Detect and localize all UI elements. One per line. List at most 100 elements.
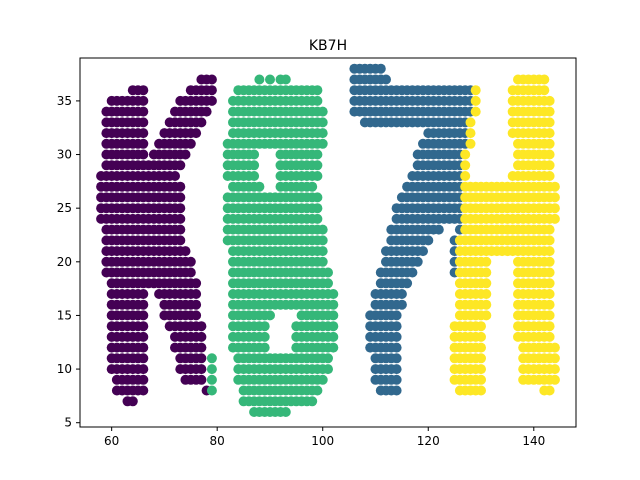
data-point — [544, 310, 555, 321]
data-point — [396, 289, 407, 299]
data-point — [423, 235, 434, 246]
data-point — [544, 331, 555, 342]
data-point — [328, 299, 339, 310]
series-0 — [96, 74, 217, 407]
data-point — [196, 364, 207, 375]
data-point — [312, 149, 323, 160]
data-point — [175, 213, 186, 224]
data-point — [317, 246, 328, 257]
data-point — [328, 289, 339, 299]
data-point — [312, 385, 323, 396]
data-point — [138, 364, 149, 375]
data-point — [312, 160, 323, 171]
data-point — [470, 85, 481, 96]
data-point — [265, 310, 275, 321]
data-point — [185, 256, 196, 267]
data-point — [328, 310, 339, 321]
data-point — [539, 85, 550, 96]
data-point — [138, 289, 149, 299]
data-point — [323, 278, 333, 289]
data-point — [328, 331, 339, 342]
data-point — [280, 74, 291, 85]
data-point — [249, 160, 260, 171]
data-point — [549, 181, 560, 192]
data-point — [544, 160, 555, 171]
data-point — [317, 235, 328, 246]
data-point — [138, 128, 149, 139]
data-point — [138, 138, 149, 149]
data-point — [196, 374, 207, 385]
data-point — [402, 278, 413, 289]
data-point — [544, 149, 555, 160]
data-point — [481, 278, 492, 289]
data-point — [549, 353, 560, 364]
data-point — [476, 342, 486, 353]
data-point — [396, 299, 407, 310]
data-point — [196, 117, 207, 128]
data-point — [476, 353, 486, 364]
data-point — [138, 374, 149, 385]
data-point — [481, 256, 492, 267]
data-point — [381, 74, 391, 85]
data-point — [317, 256, 328, 267]
data-point — [138, 342, 149, 353]
data-point — [206, 74, 217, 85]
data-point — [196, 342, 207, 353]
data-point — [476, 321, 486, 332]
data-point — [460, 149, 471, 160]
data-point — [544, 117, 555, 128]
data-point — [170, 171, 180, 181]
data-point — [391, 321, 402, 332]
data-point — [138, 353, 149, 364]
data-point — [206, 364, 217, 375]
data-point — [185, 138, 196, 149]
data-point — [481, 299, 492, 310]
plot-frame — [79, 57, 577, 428]
data-point — [175, 224, 186, 235]
data-point — [323, 353, 333, 364]
data-point — [196, 331, 207, 342]
data-point — [185, 267, 196, 278]
data-point — [544, 299, 555, 310]
data-point — [544, 235, 555, 246]
data-point — [249, 149, 260, 160]
data-point — [206, 85, 217, 96]
data-point — [391, 385, 402, 396]
data-point — [465, 117, 476, 128]
data-point — [138, 95, 149, 106]
data-point — [196, 353, 207, 364]
data-point — [549, 364, 560, 375]
data-point — [481, 289, 492, 299]
data-point — [191, 128, 202, 139]
x-tick-label: 140 — [522, 434, 545, 448]
series-2 — [206, 74, 339, 417]
data-point — [476, 364, 486, 375]
data-point — [175, 181, 186, 192]
y-tick-label: 5 — [64, 416, 72, 430]
data-point — [312, 213, 323, 224]
data-point — [317, 374, 328, 385]
data-point — [544, 138, 555, 149]
data-point — [391, 331, 402, 342]
data-point — [138, 385, 149, 396]
data-point — [544, 267, 555, 278]
y-tick-label: 35 — [57, 94, 72, 108]
data-point — [476, 331, 486, 342]
data-point — [180, 246, 191, 257]
series-3 — [449, 74, 560, 396]
data-point — [191, 278, 202, 289]
data-point — [206, 385, 217, 396]
data-point — [412, 256, 423, 267]
data-point — [476, 374, 486, 385]
data-point — [549, 203, 560, 214]
y-tick-label: 20 — [57, 255, 72, 269]
data-point — [460, 160, 471, 171]
data-point — [539, 74, 550, 85]
data-point — [138, 299, 149, 310]
data-point — [280, 407, 291, 417]
data-point — [549, 213, 560, 224]
data-point — [544, 128, 555, 139]
data-point — [180, 149, 191, 160]
x-tick-label: 100 — [311, 434, 334, 448]
data-point — [544, 224, 555, 235]
